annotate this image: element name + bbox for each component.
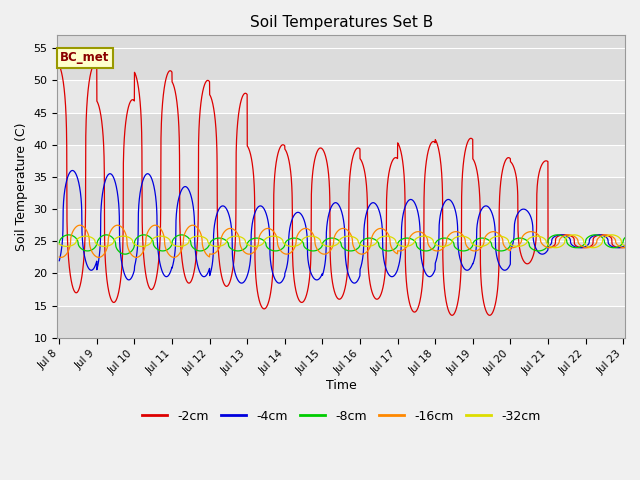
-16cm	[555, 240, 563, 245]
-2cm	[180, 270, 188, 276]
-2cm	[571, 241, 579, 247]
-16cm	[189, 222, 196, 228]
Bar	[58, 177, 625, 209]
-4cm	[180, 184, 188, 190]
-8cm	[555, 232, 563, 238]
-32cm	[415, 234, 422, 240]
-8cm	[65, 232, 72, 238]
-32cm	[570, 232, 578, 238]
Bar	[58, 145, 625, 177]
-8cm	[571, 245, 579, 251]
-16cm	[383, 229, 390, 235]
Bar	[58, 209, 625, 241]
-32cm	[56, 241, 63, 247]
-4cm	[415, 216, 423, 222]
Bar	[58, 113, 625, 145]
-4cm	[68, 168, 76, 173]
-2cm	[383, 193, 390, 199]
Line: -2cm: -2cm	[60, 64, 640, 315]
Bar	[58, 80, 625, 113]
Line: -32cm: -32cm	[60, 235, 640, 248]
-2cm	[525, 260, 533, 265]
Line: -4cm: -4cm	[60, 170, 640, 283]
-16cm	[571, 234, 579, 240]
-4cm	[555, 232, 563, 238]
-2cm	[92, 61, 99, 67]
-4cm	[351, 280, 358, 286]
-8cm	[56, 240, 63, 246]
Bar	[58, 48, 625, 80]
-4cm	[571, 244, 579, 250]
-16cm	[525, 229, 533, 235]
Line: -16cm: -16cm	[60, 225, 640, 257]
-16cm	[415, 229, 423, 235]
-16cm	[180, 233, 188, 239]
-4cm	[56, 258, 63, 264]
-4cm	[525, 211, 533, 217]
Title: Soil Temperatures Set B: Soil Temperatures Set B	[250, 15, 433, 30]
-2cm	[56, 63, 63, 69]
Line: -8cm: -8cm	[60, 235, 640, 254]
-2cm	[555, 233, 563, 239]
-16cm	[170, 254, 178, 260]
-16cm	[56, 254, 63, 260]
-2cm	[415, 302, 423, 308]
-32cm	[383, 233, 390, 239]
Bar	[58, 274, 625, 306]
X-axis label: Time: Time	[326, 379, 356, 392]
-8cm	[180, 232, 188, 238]
Text: BC_met: BC_met	[60, 51, 109, 64]
-8cm	[121, 252, 129, 257]
-32cm	[525, 236, 533, 241]
-2cm	[448, 312, 456, 318]
-8cm	[415, 246, 423, 252]
Bar	[58, 241, 625, 274]
Y-axis label: Soil Temperature (C): Soil Temperature (C)	[15, 122, 28, 251]
-32cm	[555, 244, 563, 250]
-4cm	[383, 268, 390, 274]
-8cm	[525, 243, 533, 249]
-32cm	[180, 243, 188, 249]
-8cm	[383, 248, 390, 254]
-32cm	[552, 245, 559, 251]
Bar	[58, 306, 625, 338]
-32cm	[571, 232, 579, 238]
Legend: -2cm, -4cm, -8cm, -16cm, -32cm: -2cm, -4cm, -8cm, -16cm, -32cm	[137, 405, 545, 428]
